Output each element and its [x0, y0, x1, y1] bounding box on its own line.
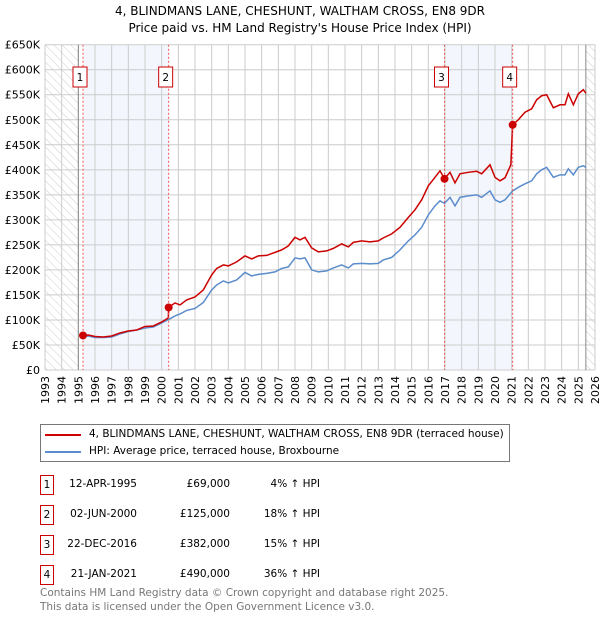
x-tick-label: 2000 — [156, 376, 169, 404]
sale-marker-box — [502, 66, 518, 88]
x-tick-label: 2006 — [256, 376, 269, 404]
x-tick-label: 2024 — [556, 376, 569, 404]
y-tick-label: £300K — [5, 214, 41, 227]
transaction-number: 1 — [40, 475, 54, 495]
x-tick-label: 1996 — [89, 376, 102, 404]
transaction-hpi-change: 18% ↑ HPI — [263, 508, 320, 520]
x-tick-label: 2018 — [456, 376, 469, 404]
x-tick-label: 2005 — [239, 376, 252, 404]
y-tick-label: £50K — [12, 339, 41, 352]
x-tick-label: 2016 — [422, 376, 435, 404]
transaction-hpi-change: 4% ↑ HPI — [270, 478, 320, 490]
y-tick-label: £650K — [5, 39, 41, 52]
transaction-number: 3 — [40, 535, 54, 555]
x-tick-label: 2007 — [272, 376, 285, 404]
transaction-number: 4 — [40, 565, 54, 585]
series-line — [82, 88, 587, 338]
price-chart: 1 2 3 4 1993 1994 1995 1996 1997 1998 1999 2000 2001… — [5, 39, 600, 404]
transaction-hpi-change: 15% ↑ HPI — [263, 538, 320, 550]
x-tick-label: 2026 — [589, 376, 600, 404]
transaction-price: £69,000 — [186, 478, 230, 490]
sale-point — [508, 120, 517, 129]
x-tick-label: 2004 — [222, 376, 235, 404]
x-tick-label: 2012 — [356, 376, 369, 404]
x-tick-label: 1999 — [139, 376, 152, 404]
transaction-date: 22-DEC-2016 — [67, 538, 137, 550]
legend-swatch-red — [45, 433, 81, 436]
sale-marker-box — [434, 66, 449, 88]
transaction-date: 21-JAN-2021 — [70, 568, 137, 580]
x-tick-label: 1997 — [106, 376, 119, 404]
y-tick-label: £450K — [5, 139, 41, 152]
x-tick-label: 1994 — [56, 376, 69, 404]
x-tick-label: 2021 — [506, 376, 519, 404]
sale-marker-label: 1 — [77, 72, 84, 84]
sale-marker-label: 2 — [162, 72, 169, 84]
y-tick-label: £600K — [5, 64, 41, 77]
sale-marker-label: 3 — [438, 72, 445, 84]
x-tick-label: 2003 — [206, 376, 219, 404]
sale-point — [440, 174, 449, 183]
shaded-period — [83, 44, 169, 370]
x-tick-label: 2014 — [389, 376, 402, 404]
transaction-date: 02-JUN-2000 — [70, 508, 137, 520]
x-tick-label: 1993 — [39, 376, 52, 404]
chart-subtitle: Price paid vs. HM Land Registry's House … — [128, 21, 472, 35]
hatched-region — [585, 44, 595, 370]
legend-item-hpi: HPI: Average price, terraced house, Brox… — [45, 445, 339, 458]
legend-swatch-blue — [45, 450, 81, 453]
x-tick-label: 2009 — [306, 376, 319, 404]
x-tick-label: 2013 — [372, 376, 385, 404]
legend-item-property: 4, BLINDMANS LANE, CHESHUNT, WALTHAM CRO… — [45, 428, 504, 441]
x-tick-label: 2015 — [406, 376, 419, 404]
x-tick-label: 2022 — [522, 376, 535, 404]
footer-copyright: Contains HM Land Registry data © Crown c… — [40, 587, 449, 599]
x-tick-label: 2025 — [572, 376, 585, 404]
y-tick-label: £400K — [5, 164, 41, 177]
series-line — [82, 164, 587, 339]
x-tick-label: 2011 — [339, 376, 352, 404]
x-tick-label: 1998 — [122, 376, 135, 404]
legend-label: 4, BLINDMANS LANE, CHESHUNT, WALTHAM CRO… — [89, 428, 504, 440]
y-tick-label: £200K — [5, 264, 41, 277]
transaction-price: £125,000 — [179, 508, 230, 520]
sale-marker-box — [158, 66, 174, 88]
x-tick-label: 2001 — [172, 376, 185, 404]
legend: 4, BLINDMANS LANE, CHESHUNT, WALTHAM CRO… — [40, 424, 510, 462]
y-tick-label: £0 — [26, 364, 40, 377]
legend-label: HPI: Average price, terraced house, Brox… — [89, 445, 340, 457]
transaction-price: £490,000 — [179, 568, 230, 580]
transaction-number: 2 — [40, 505, 54, 525]
x-tick-label: 2008 — [289, 376, 302, 404]
x-tick-label: 2017 — [439, 376, 452, 404]
sale-marker-label: 4 — [506, 72, 513, 84]
transaction-date: 12-APR-1995 — [69, 478, 137, 490]
x-tick-label: 2010 — [322, 376, 335, 404]
x-tick-label: 2019 — [472, 376, 485, 404]
x-tick-label: 1995 — [72, 376, 85, 404]
y-tick-label: £150K — [5, 289, 41, 302]
sale-point — [79, 331, 87, 340]
sale-point — [164, 303, 173, 312]
sale-marker-box — [72, 66, 88, 88]
x-tick-label: 2020 — [489, 376, 502, 404]
footer-licence: This data is licensed under the Open Gov… — [40, 601, 375, 613]
x-tick-label: 2002 — [189, 376, 202, 404]
x-tick-label: 2023 — [539, 376, 552, 404]
y-tick-label: £350K — [5, 189, 41, 202]
chart-title: 4, BLINDMANS LANE, CHESHUNT, WALTHAM CRO… — [114, 4, 486, 18]
y-tick-label: £100K — [5, 314, 41, 327]
transaction-hpi-change: 36% ↑ HPI — [263, 568, 320, 580]
y-tick-label: £500K — [5, 114, 41, 127]
y-tick-label: £550K — [5, 89, 41, 102]
y-tick-label: £250K — [5, 239, 41, 252]
transaction-price: £382,000 — [179, 538, 230, 550]
